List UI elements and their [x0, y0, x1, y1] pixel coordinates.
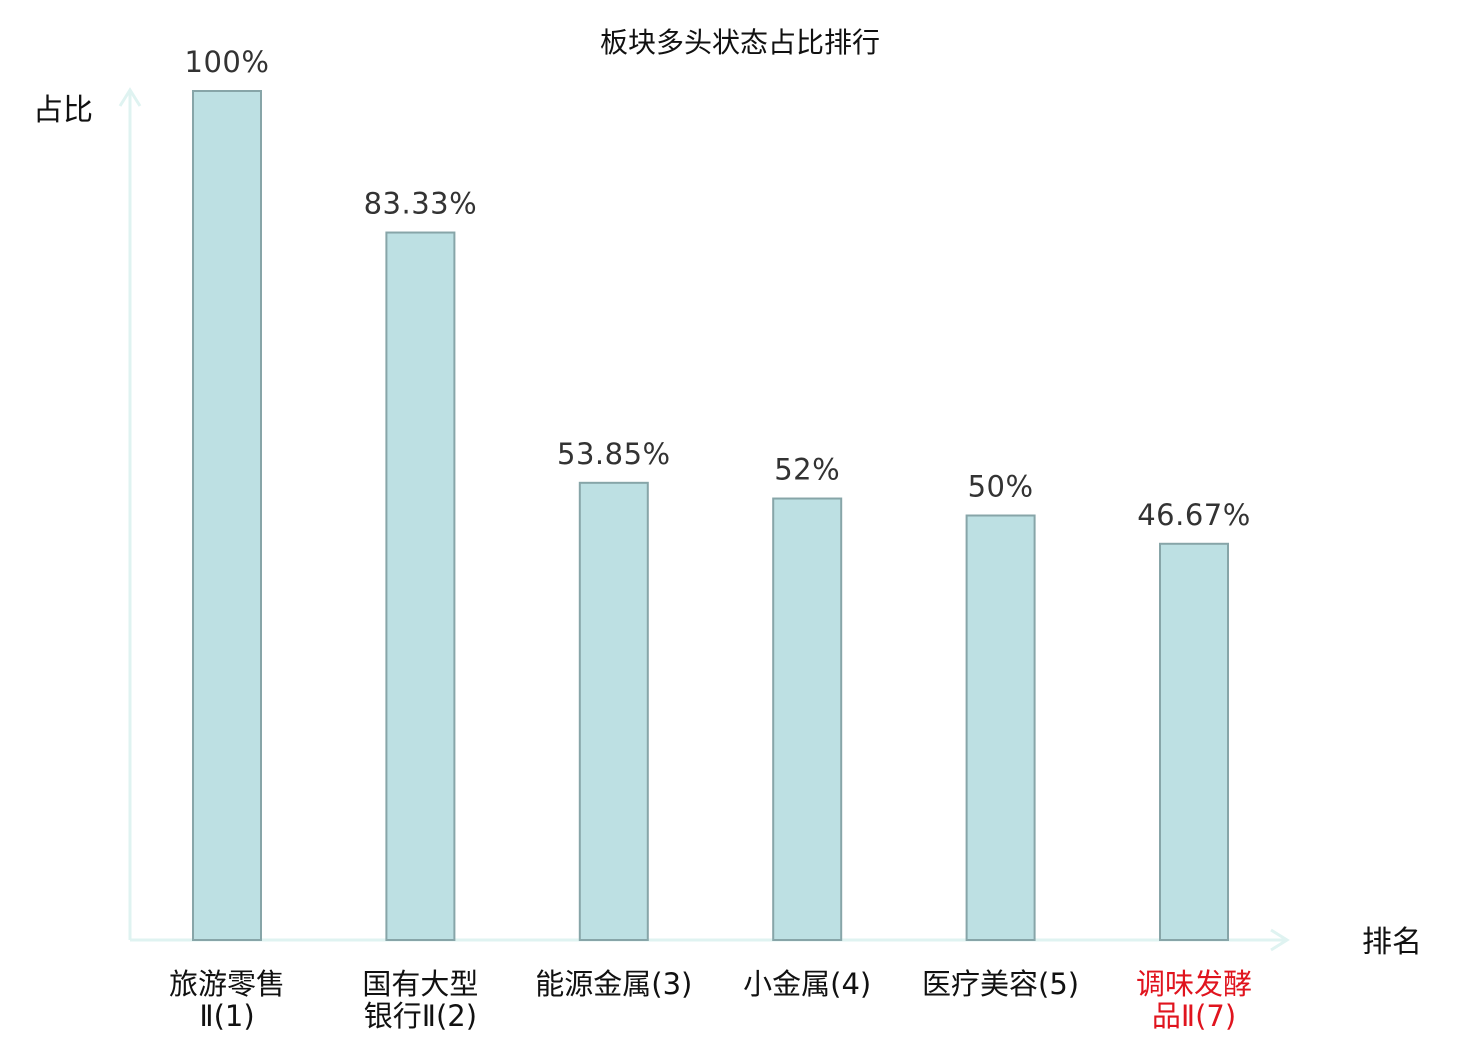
x-axis [130, 928, 1290, 952]
category-label-1: 旅游零售 Ⅱ(1) [169, 967, 285, 1033]
value-label-3: 53.85% [557, 437, 671, 471]
category-label-line: 小金属(4) [743, 967, 871, 1001]
category-label-2: 国有大型银行Ⅱ(2) [362, 967, 478, 1033]
category-label-line: 品Ⅱ(7) [1152, 999, 1236, 1033]
category-label-5: 医疗美容(5) [922, 967, 1079, 1001]
bar-5 [965, 514, 1036, 941]
y-axis-label: 占比 [33, 93, 93, 128]
value-label-2: 83.33% [364, 187, 478, 221]
bar-3 [578, 481, 649, 941]
category-label-line: 能源金属(3) [535, 967, 692, 1001]
category-label-line: 银行Ⅱ(2) [364, 999, 477, 1033]
chart-title: 板块多头状态占比排行 [600, 26, 880, 59]
bar-6 [1159, 542, 1229, 942]
category-label-line: 国有大型 [362, 967, 478, 1001]
value-label-4: 52% [774, 453, 840, 487]
y-axis-arrow [118, 87, 142, 107]
bar-4 [772, 497, 843, 941]
category-label-line: 调味发酵 [1136, 967, 1252, 1001]
x-axis-label: 排名 [1362, 925, 1422, 960]
category-label-6: 调味发酵品Ⅱ(7) [1136, 967, 1252, 1033]
bar-1 [192, 90, 262, 941]
category-label-line: 旅游零售 [169, 967, 285, 1001]
y-axis [118, 87, 142, 940]
category-label-line: Ⅱ(1) [199, 999, 254, 1033]
value-label-6: 46.67% [1137, 498, 1251, 532]
bar-2 [385, 231, 456, 941]
value-labels: 100% 83.33% 53.85% 52% 50% 46.67% [185, 45, 1251, 532]
x-axis-arrow [1270, 928, 1290, 952]
category-labels: 旅游零售 Ⅱ(1) 国有大型银行Ⅱ(2) 能源金属(3) 小金属(4) 医疗美容(5) 调味… [169, 967, 1252, 1033]
value-label-5: 50% [968, 470, 1034, 504]
category-label-line: 医疗美容(5) [922, 967, 1079, 1001]
category-label-3: 能源金属(3) [535, 967, 692, 1001]
category-label-4: 小金属(4) [743, 967, 871, 1001]
value-label-1: 100% [185, 45, 270, 79]
bars [192, 90, 1229, 942]
